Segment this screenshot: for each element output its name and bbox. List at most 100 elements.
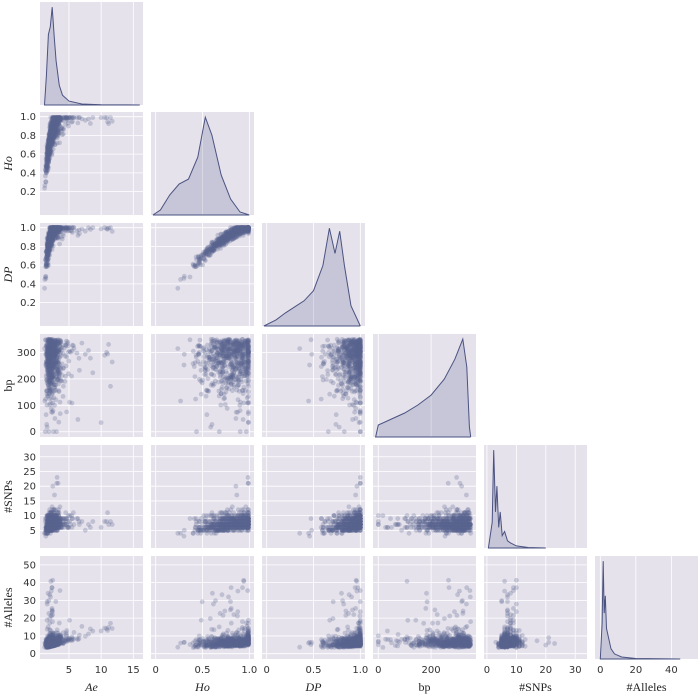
scatter-point xyxy=(357,377,363,383)
scatter-point xyxy=(56,419,62,425)
scatter-point xyxy=(208,424,214,430)
scatter-point xyxy=(48,525,54,530)
scatter-point xyxy=(53,123,58,129)
scatter-point xyxy=(203,365,209,371)
scatter-point xyxy=(238,399,243,405)
scatter-point xyxy=(48,149,54,155)
scatter-point xyxy=(105,510,110,516)
scatter-point xyxy=(208,382,214,388)
scatter-point xyxy=(237,367,243,372)
scatter-point xyxy=(46,348,52,354)
scatter-point xyxy=(76,355,82,361)
scatter-point xyxy=(198,367,204,373)
scatter-point xyxy=(231,341,236,347)
scatter-point xyxy=(56,510,62,516)
scatter-point xyxy=(346,366,352,372)
scatter-point xyxy=(320,344,325,349)
scatter-point xyxy=(108,383,113,389)
scatter-point xyxy=(63,363,69,369)
scatter-point xyxy=(342,371,348,376)
scatter-point xyxy=(343,354,349,359)
scatter-point xyxy=(45,144,51,150)
scatter-point xyxy=(50,139,56,145)
scatter-point xyxy=(187,337,193,343)
scatter-point xyxy=(236,377,242,383)
scatter-point xyxy=(86,348,91,353)
scatter-point xyxy=(98,525,104,530)
scatter-point xyxy=(48,137,53,142)
scatter-point xyxy=(192,374,198,379)
scatter-point xyxy=(66,123,71,129)
scatter-point xyxy=(51,121,57,127)
scatter-point xyxy=(50,409,55,415)
scatter-point xyxy=(66,513,71,518)
scatter-point xyxy=(51,123,57,129)
scatter-point xyxy=(45,251,51,257)
scatter-point xyxy=(45,141,51,146)
scatter-point xyxy=(246,370,251,376)
scatter-point xyxy=(357,429,363,435)
scatter-point xyxy=(104,350,109,355)
scatter-point xyxy=(47,402,53,407)
scatter-point xyxy=(56,115,62,120)
scatter-point xyxy=(194,429,199,435)
scatter-point xyxy=(109,522,115,527)
scatter-point xyxy=(43,179,49,185)
scatter-point xyxy=(47,126,53,132)
scatter-point xyxy=(90,115,96,120)
scatter-point xyxy=(55,116,61,121)
scatter-point xyxy=(90,519,96,524)
scatter-point xyxy=(306,398,311,404)
scatter-point xyxy=(228,374,234,380)
scatter-point xyxy=(60,233,66,239)
scatter-point xyxy=(46,141,52,146)
scatter-point xyxy=(56,370,62,376)
scatter-point xyxy=(235,409,241,415)
scatter-point xyxy=(243,429,249,435)
scatter-point xyxy=(209,354,215,359)
scatter-point xyxy=(357,388,363,393)
scatter-point xyxy=(106,225,111,231)
scatter-point xyxy=(51,139,57,144)
scatter-point xyxy=(52,492,57,498)
scatter-point xyxy=(51,121,57,127)
scatter-point xyxy=(233,356,239,362)
scatter-point xyxy=(50,138,56,144)
scatter-point xyxy=(44,354,50,359)
scatter-point xyxy=(98,420,104,425)
scatter-point xyxy=(52,125,58,131)
scatter-point xyxy=(209,250,215,255)
scatter-point xyxy=(221,396,227,402)
scatter-point xyxy=(241,366,247,372)
scatter-point xyxy=(340,396,346,402)
scatter-point xyxy=(246,400,251,406)
scatter-point xyxy=(356,370,362,376)
scatter-point xyxy=(246,420,251,425)
scatter-point xyxy=(357,342,363,348)
scatter-point xyxy=(64,354,70,360)
scatter-point xyxy=(205,376,211,381)
scatter-point xyxy=(175,285,181,291)
scatter-point xyxy=(178,398,184,404)
scatter-point xyxy=(240,417,246,422)
scatter-point xyxy=(69,516,75,521)
scatter-point xyxy=(204,247,210,253)
scatter-point xyxy=(219,366,224,372)
scatter-point xyxy=(211,341,216,346)
scatter-point xyxy=(71,510,76,516)
scatter-point xyxy=(98,115,104,120)
scatter-point xyxy=(51,356,57,362)
scatter-point xyxy=(47,137,53,142)
scatter-point xyxy=(86,116,91,122)
scatter-point xyxy=(53,125,58,131)
scatter-point xyxy=(69,119,74,125)
scatter-point xyxy=(52,123,57,129)
scatter-point xyxy=(246,359,251,365)
scatter-point xyxy=(48,127,54,133)
panel-Ae-vs-Ae xyxy=(40,2,143,106)
panel-bp-vs-DP xyxy=(262,334,365,437)
panel-DP-vs-Ho xyxy=(151,223,254,326)
scatter-point xyxy=(356,420,362,425)
scatter-point xyxy=(45,149,50,155)
scatter-point xyxy=(47,141,52,147)
